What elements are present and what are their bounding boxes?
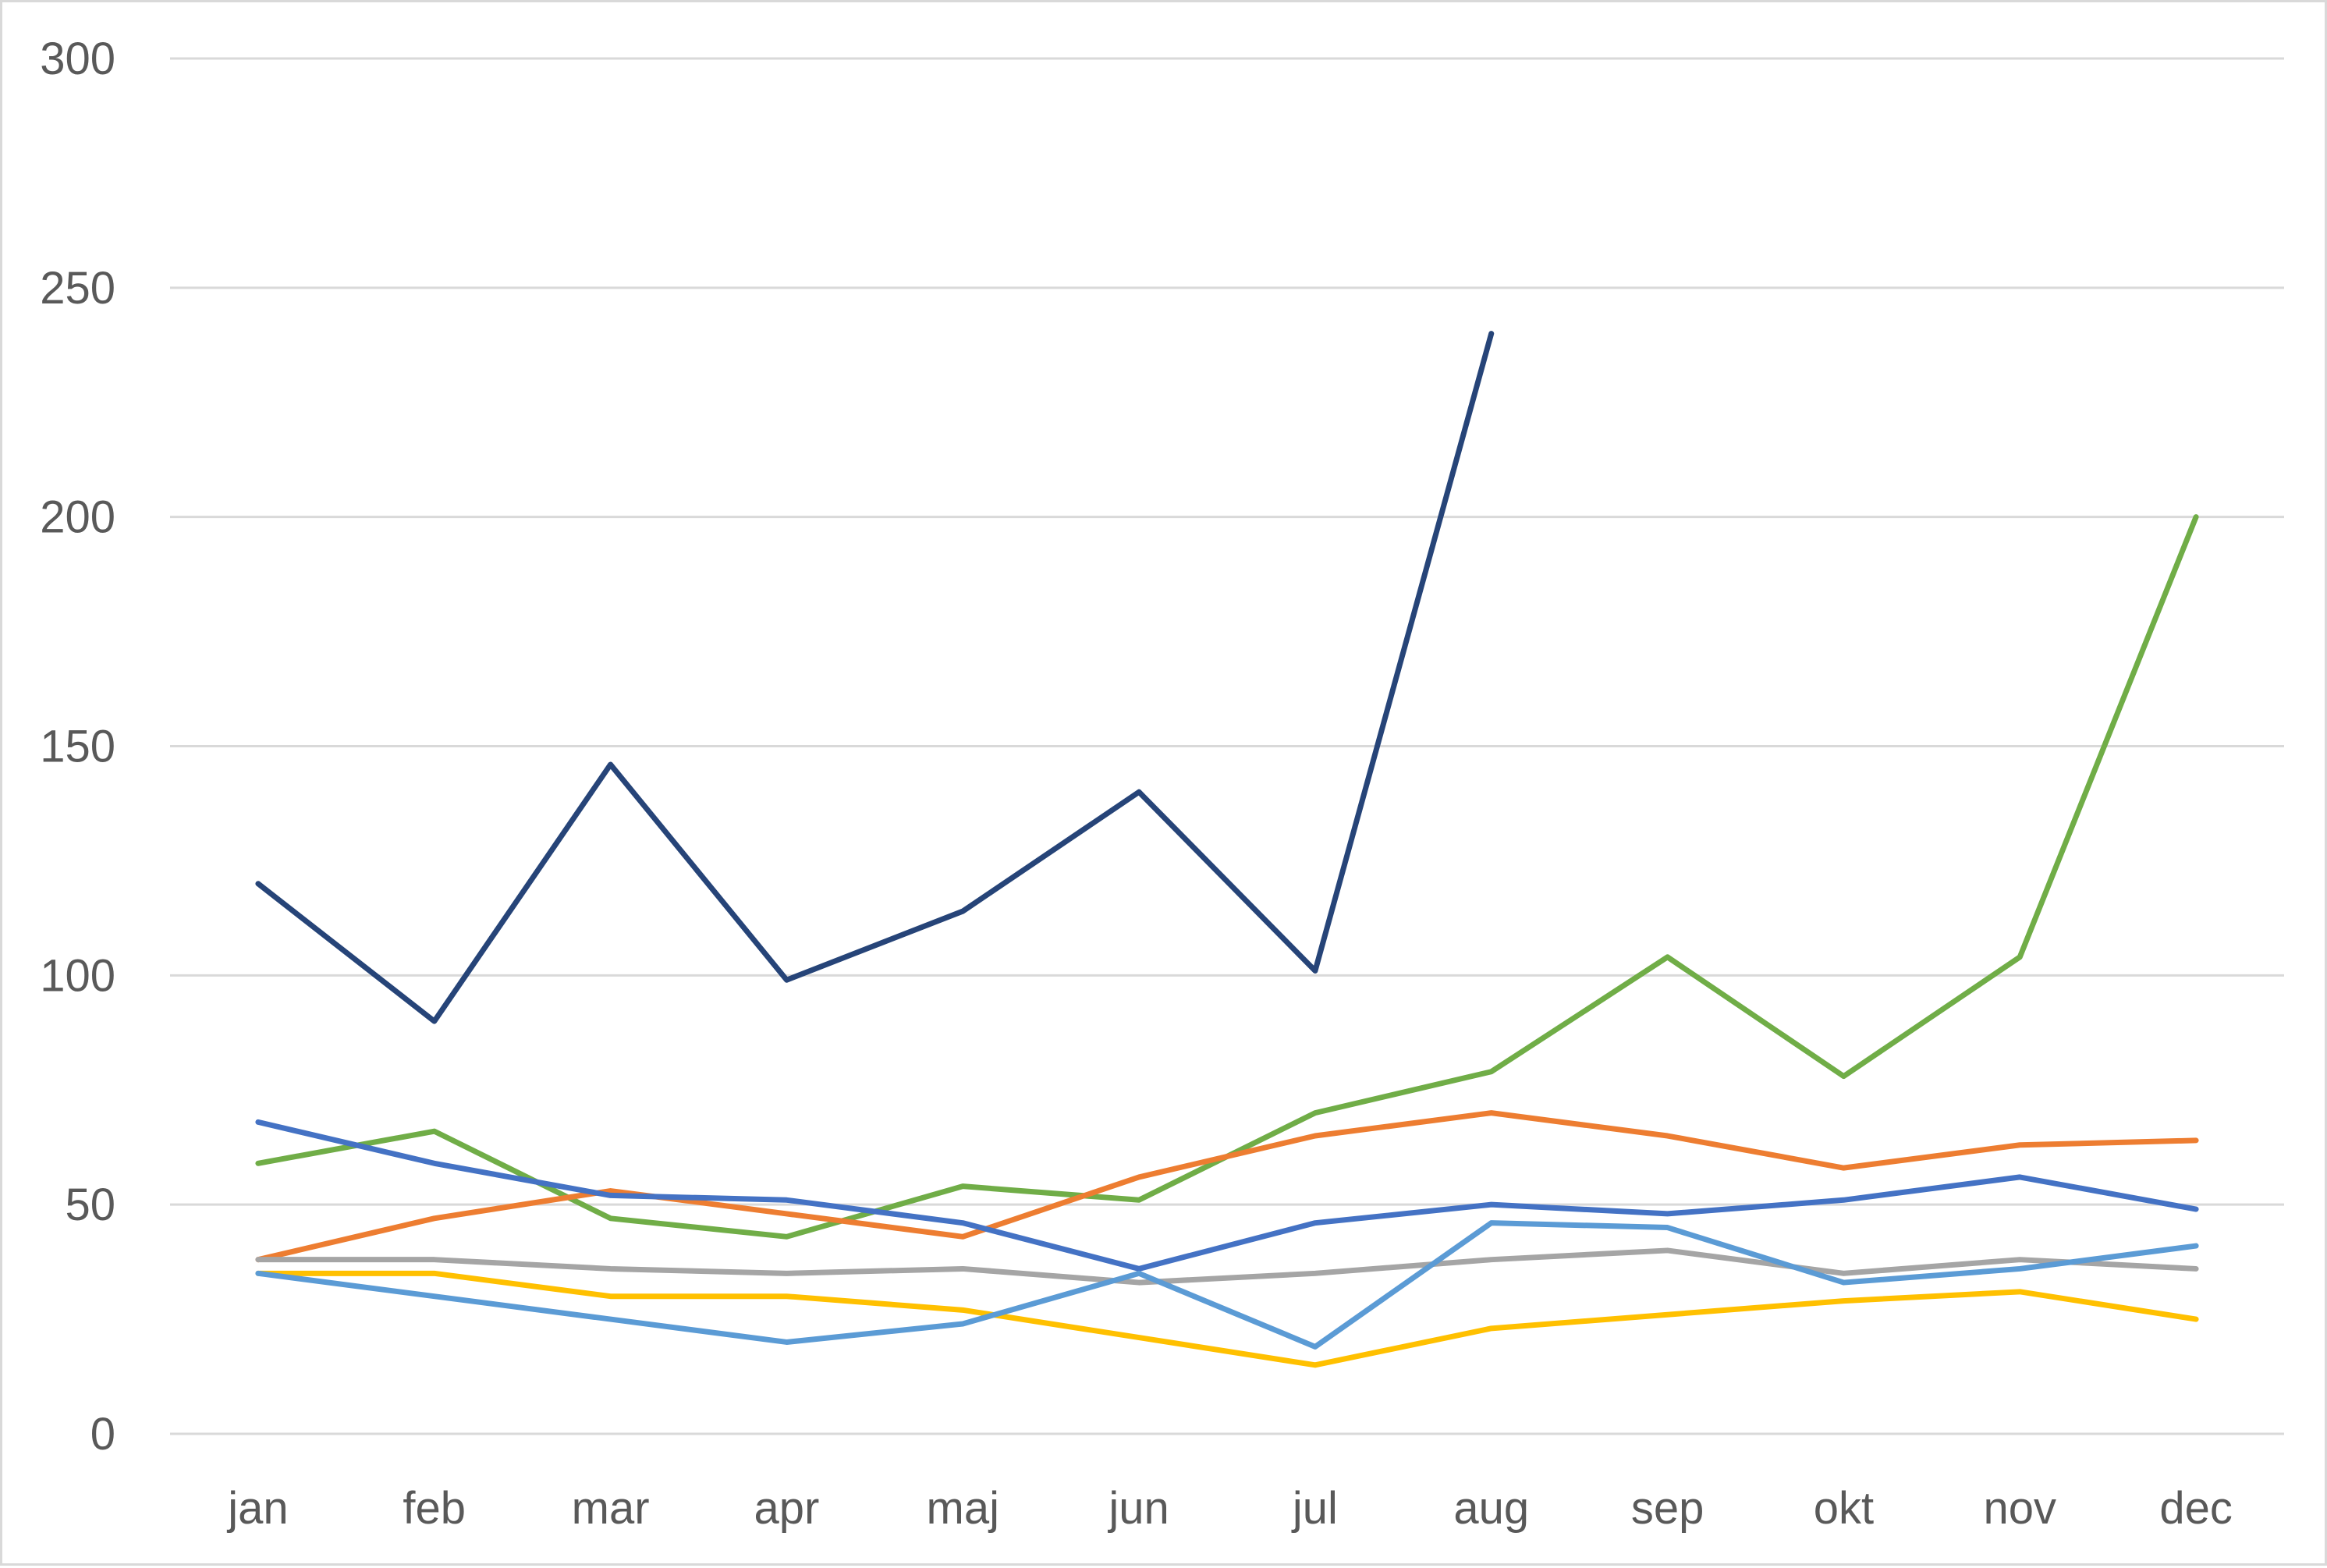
series-layer [255,331,2199,1368]
y-tick-label: 250 [40,263,115,314]
x-tick-label: jan [226,1483,288,1534]
series-line-5 [255,1247,2199,1286]
x-tick-label: sep [1631,1483,1704,1534]
y-tick-label: 200 [40,492,115,543]
x-tick-label: mar [572,1483,650,1534]
x-tick-label: nov [1983,1483,2056,1534]
x-axis-tick-labels: jan feb mar apr maj jun jul aug sep okt nov dec [226,1483,2233,1534]
x-tick-label: maj [927,1483,999,1534]
y-tick-label: 0 [90,1409,115,1460]
y-tick-label: 50 [65,1180,115,1230]
series-line-2 [255,514,2199,1240]
x-tick-label: dec [2159,1483,2233,1534]
x-tick-label: jun [1107,1483,1169,1534]
x-tick-label: jul [1291,1483,1338,1534]
series-line-4 [255,1119,2199,1272]
x-tick-label: aug [1453,1483,1529,1534]
series-line-6 [255,1270,2199,1368]
grid-layer [170,57,2284,1435]
y-axis-tick-labels: 0 50 100 150 200 250 300 [40,34,115,1460]
x-tick-label: apr [754,1483,820,1534]
series-line-1 [255,331,1495,1024]
y-tick-label: 100 [40,950,115,1001]
y-tick-label: 300 [40,34,115,84]
series-line-3 [255,1110,2199,1263]
x-tick-label: feb [403,1483,466,1534]
y-tick-label: 150 [40,722,115,772]
series-line-7 [255,1220,2199,1350]
x-tick-label: okt [1814,1483,1874,1534]
